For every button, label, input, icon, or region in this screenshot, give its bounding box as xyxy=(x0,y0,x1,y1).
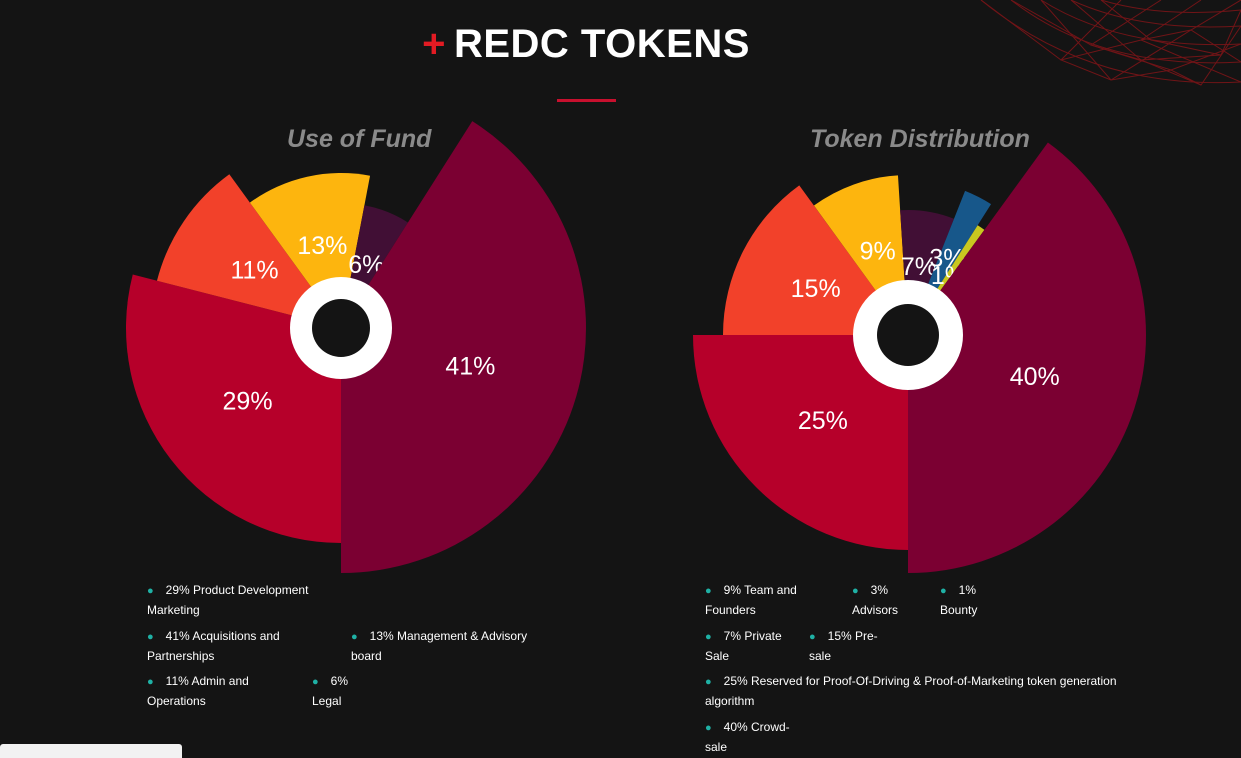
legend-item-product-development: ● 29% Product Development Marketing xyxy=(147,583,309,617)
bullet-dot: ● xyxy=(809,631,816,643)
slice-label: 41% xyxy=(445,353,495,381)
token-distribution-chart: 25%15%9%7%3%1%40% xyxy=(693,142,1146,573)
slice-label: 15% xyxy=(791,275,841,303)
bullet-dot: ● xyxy=(705,585,712,597)
pie-slice-29pct[interactable] xyxy=(125,274,341,543)
slice-label: 25% xyxy=(798,407,848,435)
donut-hole xyxy=(312,299,370,357)
legend-item-acquisitions: ● 41% Acquisitions and Partnerships xyxy=(147,629,280,663)
slice-label: 7% xyxy=(901,253,937,281)
legend-item-admin: ● 11% Admin and Operations xyxy=(147,674,249,708)
slice-label: 13% xyxy=(297,232,347,260)
bullet-dot: ● xyxy=(705,676,712,688)
bullet-dot: ● xyxy=(147,676,154,688)
bullet-dot: ● xyxy=(312,676,319,688)
legend-item-reserved: ● 25% Reserved for Proof-Of-Driving & Pro… xyxy=(705,674,1117,708)
bullet-dot: ● xyxy=(351,631,358,643)
network-decoration xyxy=(980,0,1241,86)
page-title-text: REDC TOKENS xyxy=(453,22,750,66)
donut-hole xyxy=(877,304,939,366)
use-of-fund-chart: 29%11%13%6%41% xyxy=(125,121,586,574)
legend-item-advisors: ● 3% Advisors xyxy=(852,583,899,617)
bullet-dot: ● xyxy=(940,585,947,597)
legend-item-team: ● 9% Team and Founders xyxy=(705,583,797,617)
slice-label: 29% xyxy=(223,387,273,415)
bullet-dot: ● xyxy=(852,585,859,597)
bullet-dot: ● xyxy=(147,631,154,643)
slice-label: 11% xyxy=(230,256,278,284)
legend-item-private-sale: ● 7% Private Sale xyxy=(705,629,782,663)
bullet-dot: ● xyxy=(147,585,154,597)
slice-label: 40% xyxy=(1010,363,1060,391)
pie-slice-40pct[interactable] xyxy=(908,142,1146,573)
bullet-dot: ● xyxy=(705,631,712,643)
pie-slice-25pct[interactable] xyxy=(693,335,908,550)
plus-icon: + xyxy=(422,22,446,66)
legend-item-bounty: ● 1% Bounty xyxy=(940,583,978,617)
pie-slice-41pct[interactable] xyxy=(341,121,586,574)
slice-label: 9% xyxy=(860,238,896,266)
chart-title-use-of-fund: Use of Fund xyxy=(287,125,432,153)
title-underline xyxy=(557,99,616,102)
page-title: + REDC TOKENS xyxy=(0,22,1172,67)
legend-item-pre-sale: ● 15% Pre-sale xyxy=(809,629,878,663)
chart-title-token-distribution: Token Distribution xyxy=(810,125,1030,153)
bullet-dot: ● xyxy=(705,722,712,734)
legend-item-management: ● 13% Management & Advisory board xyxy=(351,629,528,663)
pie-slice-11pct[interactable] xyxy=(156,174,341,328)
bottom-left-panel[interactable] xyxy=(0,744,182,758)
legend-item-legal: ● 6% Legal xyxy=(312,674,348,708)
legend-item-crowd-sale: ● 40% Crowd-sale xyxy=(705,720,790,754)
pie-slice-15pct[interactable] xyxy=(723,185,908,335)
